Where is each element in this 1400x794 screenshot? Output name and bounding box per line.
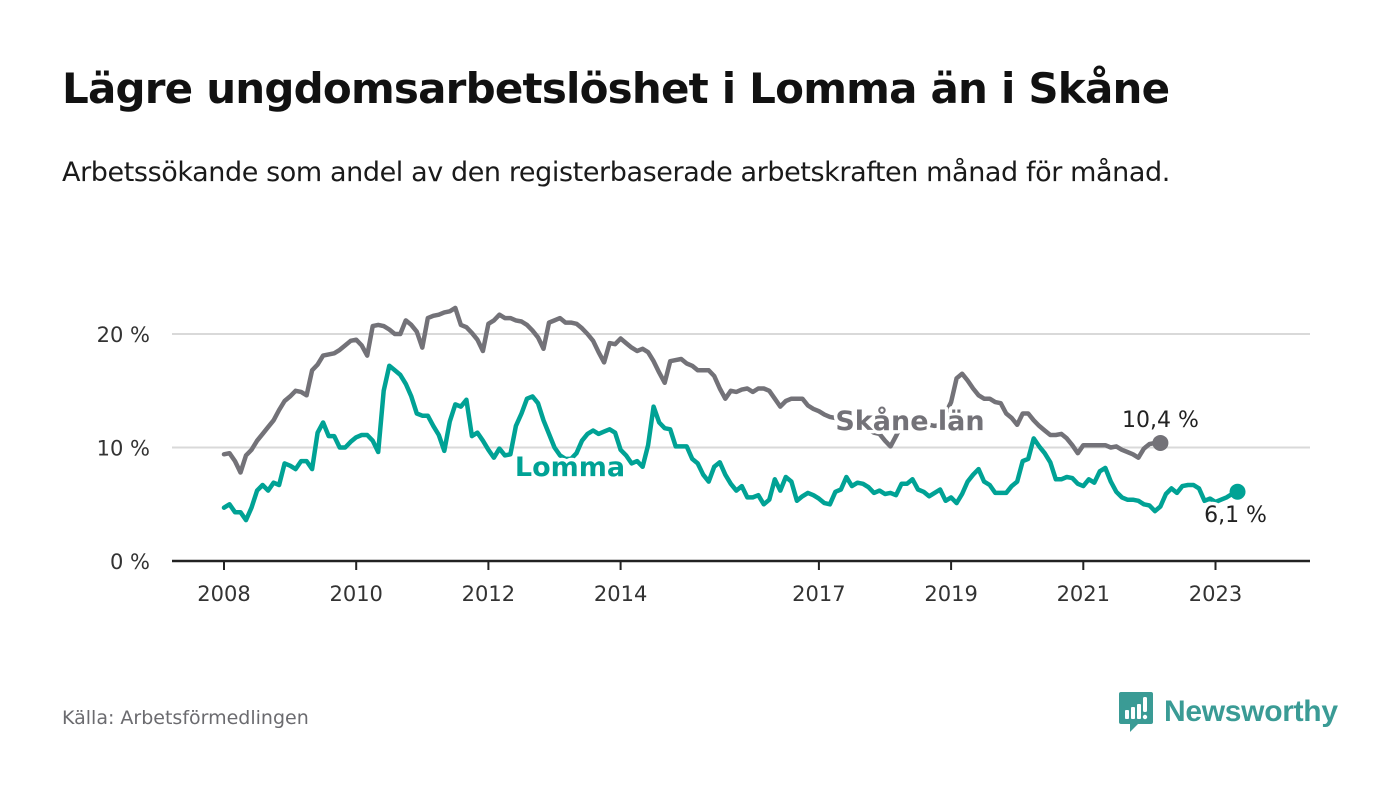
lomma-line <box>221 363 1240 523</box>
x-tick-label: 2008 <box>197 582 250 606</box>
x-tick-label: 2010 <box>329 582 382 606</box>
chart-title: Lägre ungdomsarbetslöshet i Lomma än i S… <box>62 64 1170 113</box>
x-tick-label: 2012 <box>462 582 515 606</box>
lomma-label: Lomma <box>515 452 625 483</box>
series-lines <box>221 305 1246 523</box>
skane-end-value: 10,4 % <box>1122 408 1199 433</box>
skane-lan-line <box>221 305 1163 475</box>
y-tick-label: 0 % <box>110 550 150 574</box>
chart-subtitle: Arbetssökande som andel av den registerb… <box>62 157 1170 188</box>
newsworthy-logo-icon <box>1119 692 1153 732</box>
skane-lan-label: Skåne län <box>835 405 984 437</box>
skane-end-value-halo: 10,4 % <box>1122 408 1199 433</box>
lomma-end-value: 6,1 % <box>1204 503 1267 528</box>
y-tick-label: 10 % <box>97 437 150 461</box>
newsworthy-logo[interactable]: Newsworthy <box>1118 690 1338 734</box>
x-axis: 2008 2010 2012 2014 2017 2019 2021 2023 <box>172 559 1310 606</box>
skane-lan-label-halo: Skåne län <box>835 405 984 437</box>
source-note: Källa: Arbetsförmedlingen <box>62 707 309 729</box>
brand-name: Newsworthy <box>1164 695 1338 728</box>
x-tick-label: 2021 <box>1057 582 1110 606</box>
x-tick-label: 2017 <box>792 582 845 606</box>
lomma-end-value-halo: 6,1 % <box>1204 503 1267 528</box>
x-tick-label: 2019 <box>924 582 977 606</box>
y-tick-label: 20 % <box>97 323 150 347</box>
lomma-label-halo: Lomma <box>515 452 625 483</box>
lomma-end-marker <box>1229 483 1246 500</box>
skane-lan-end-marker <box>1152 434 1169 451</box>
x-tick-label: 2014 <box>594 582 647 606</box>
x-tick-label: 2023 <box>1189 582 1242 606</box>
y-axis: 0 % 10 % 20 % <box>97 323 150 574</box>
